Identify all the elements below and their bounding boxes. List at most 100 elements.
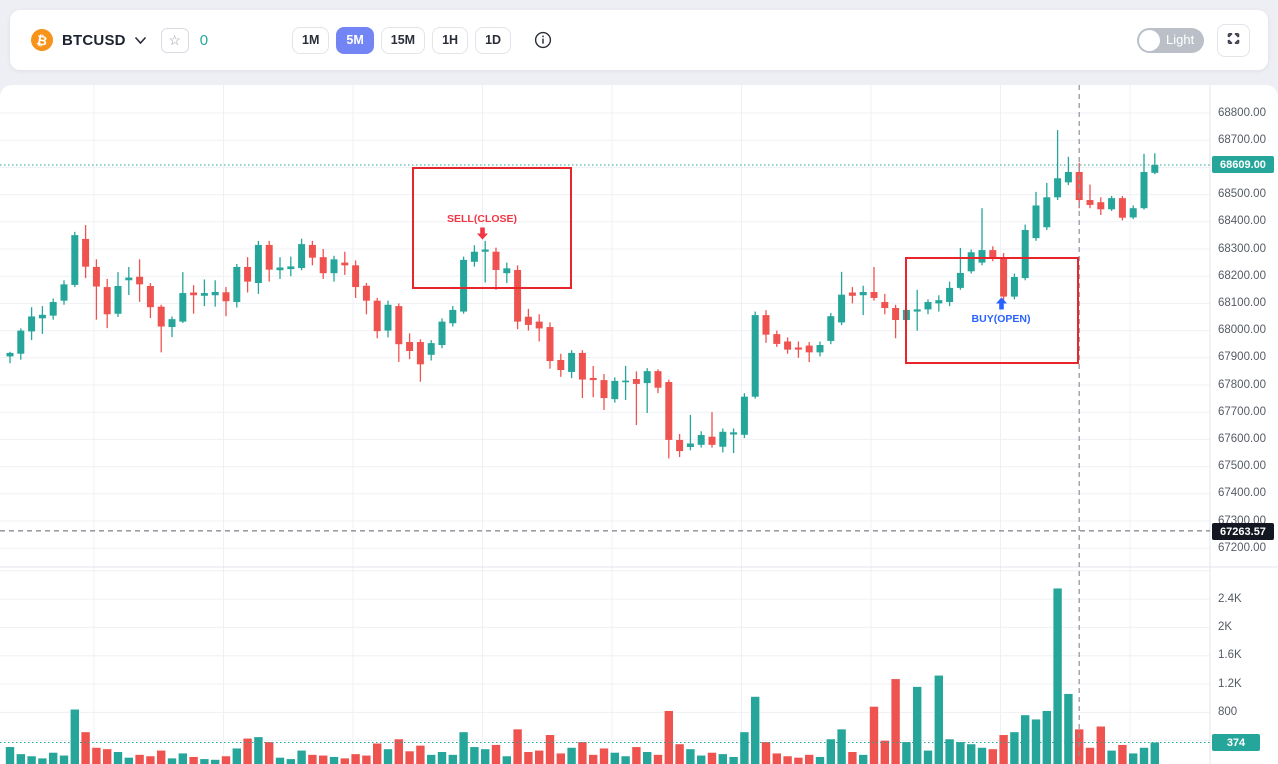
volume-bar (1064, 693, 1073, 764)
candle-body (535, 321, 543, 329)
volume-bar (124, 757, 133, 764)
candle-body (794, 347, 802, 350)
candle-body (49, 302, 57, 316)
candle-body (1043, 197, 1051, 228)
candle-body (697, 435, 705, 445)
timeframe-button-1m[interactable]: 1M (292, 26, 330, 54)
price-tick-label: 68400.00 (1218, 215, 1266, 228)
price-tick-label: 68200.00 (1218, 269, 1266, 282)
candle-body (373, 300, 381, 332)
volume-bar (621, 756, 630, 764)
candle-body (578, 352, 586, 380)
timeframe-button-1h[interactable]: 1H (432, 26, 469, 54)
volume-bar (589, 754, 598, 764)
volume-bar (1085, 747, 1095, 764)
candle-body (384, 304, 392, 331)
timeframe-button-15m[interactable]: 15M (380, 26, 426, 54)
candle-body (978, 250, 986, 263)
price-tick-label: 67200.00 (1218, 541, 1266, 554)
volume-bar (437, 752, 447, 764)
timeframe-group: 1M 5M 15M 1H 1D (292, 26, 552, 54)
volume-bar (135, 754, 144, 764)
volume-bar (934, 675, 943, 764)
candle-body (946, 287, 954, 303)
timeframe-button-5m[interactable]: 5M (336, 26, 374, 54)
volume-bar (362, 755, 371, 764)
volume-bar (794, 757, 803, 764)
volume-bar (92, 747, 101, 764)
price-tick-label: 67800.00 (1218, 378, 1266, 391)
volume-bar (891, 679, 900, 764)
candle-body (827, 316, 835, 341)
price-tick-label: 68100.00 (1218, 296, 1266, 309)
chart-area[interactable]: 68800.00 68700.00 68500.00 68400.00 68300.00… (0, 85, 1278, 764)
volume-bar (578, 742, 587, 764)
candle-body (708, 436, 716, 445)
volume-bar (470, 747, 479, 764)
volume-bar (535, 750, 544, 764)
volume-bar (945, 739, 954, 764)
candle-body (1151, 164, 1159, 173)
candle-body (784, 341, 792, 350)
volume-bar (805, 754, 814, 764)
candle-body (136, 276, 144, 285)
volume-bar (1139, 747, 1149, 764)
volume-bar (977, 747, 987, 764)
candle-body (557, 359, 565, 371)
volume-bar (146, 756, 155, 764)
candle-body (211, 291, 219, 296)
candle-body (611, 380, 619, 400)
info-icon[interactable] (534, 31, 552, 49)
volume-bar (967, 744, 976, 764)
price-tick-label: 68500.00 (1218, 188, 1266, 201)
volume-bar (848, 752, 857, 764)
candle-body (330, 259, 338, 274)
volume-bar (707, 752, 717, 764)
volume-bar (643, 752, 652, 764)
chevron-down-icon[interactable] (134, 36, 147, 45)
fullscreen-button[interactable] (1217, 23, 1250, 57)
volume-bar (880, 740, 889, 764)
candle-body (146, 285, 154, 308)
theme-toggle-knob[interactable] (1139, 29, 1160, 51)
candle-body (719, 431, 727, 447)
watchlist-count: 0 (199, 31, 209, 49)
volume-bar (189, 756, 198, 764)
candle-body (643, 371, 651, 384)
sell-annotation-box (412, 167, 572, 289)
volume-bar (697, 755, 706, 764)
timeframe-button-1d[interactable]: 1D (475, 26, 512, 54)
volume-bar (405, 751, 414, 764)
volume-bar (1010, 732, 1019, 764)
volume-bar (243, 738, 252, 764)
volume-bar (902, 742, 911, 764)
candle-body (308, 244, 316, 258)
candle-body (967, 252, 975, 272)
symbol-name[interactable]: BTCUSD (62, 31, 126, 49)
volume-bar (524, 752, 533, 764)
theme-toggle[interactable]: Light (1137, 27, 1204, 53)
candle-body (838, 294, 846, 323)
volume-bar (5, 747, 15, 764)
volume-bar (1150, 742, 1159, 764)
candle-body (870, 291, 878, 298)
candle-body (524, 316, 532, 325)
volume-bar (956, 742, 965, 764)
volume-bar (815, 756, 825, 764)
volume-bar (610, 752, 619, 764)
volume-bar (1031, 719, 1041, 764)
candle-body (1129, 208, 1137, 218)
volume-tick-label: 1.6K (1218, 649, 1242, 662)
price-tick-label: 68300.00 (1218, 242, 1266, 255)
candle-body (125, 277, 133, 281)
candle-body (503, 268, 511, 274)
candle-body (114, 285, 122, 314)
candle-body (71, 235, 79, 285)
volume-bar (459, 732, 468, 764)
volume-bar (1096, 726, 1105, 764)
volume-bar (869, 706, 879, 764)
volume-bar (913, 686, 922, 764)
watchlist-star-button[interactable]: ☆ (160, 27, 189, 53)
volume-bar (448, 754, 457, 764)
